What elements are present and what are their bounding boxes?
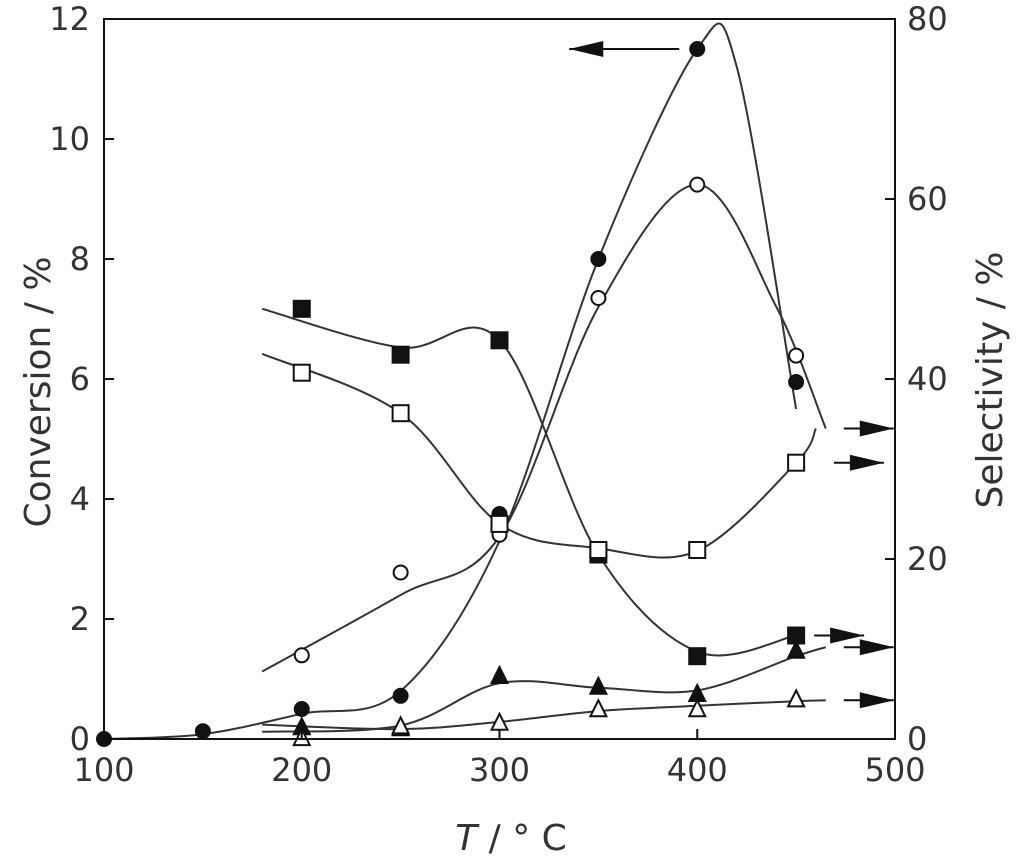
y-right-tick-label: 20	[907, 540, 948, 578]
series-open-square-point	[589, 541, 608, 559]
y-left-tick-label: 2	[70, 600, 90, 638]
series-filled-circle-point	[590, 251, 607, 267]
y-left-tick-label: 12	[49, 0, 90, 38]
series-open-triangle-point	[391, 715, 411, 735]
axes	[103, 18, 896, 740]
x-tick-label: 200	[271, 751, 332, 789]
series-open-circle-point	[392, 564, 409, 581]
y-left-tick-label: 8	[70, 240, 90, 278]
series-filled-circle-point	[392, 687, 409, 704]
series-open-square-point	[688, 541, 707, 559]
series-filled-circle-point	[293, 701, 310, 717]
y-axis-left-label: Conversion / %	[18, 256, 59, 527]
series-open-triangle-point	[687, 698, 707, 718]
series-filled-circle-curve	[103, 22, 798, 740]
series-open-circle-point	[293, 647, 310, 664]
y-right-tick-label: 80	[907, 0, 948, 38]
series-filled-circle-point	[194, 723, 211, 740]
series-open-square-point	[490, 514, 509, 533]
series-open-square-point	[391, 404, 410, 423]
series-open-triangle-point	[786, 688, 806, 708]
series-open-square-point	[787, 453, 806, 472]
series-filled-circle-point	[689, 41, 706, 57]
series-open-circle-point	[788, 347, 805, 364]
series-open-circle-point	[590, 290, 607, 306]
series-open-triangle-point	[588, 698, 608, 718]
series-filled-square-arrow-head	[830, 627, 865, 644]
x-axis-label-unit: / ° C	[477, 818, 567, 859]
x-tick-label: 300	[469, 751, 530, 789]
series-filled-square-point	[391, 345, 410, 364]
data-points	[96, 41, 806, 747]
series-filled-triangle-point	[786, 639, 806, 659]
y-right-tick-label: 40	[907, 360, 948, 398]
series-open-square-point	[292, 363, 311, 382]
plot-frame	[103, 18, 896, 740]
series-open-square-curve	[261, 352, 817, 559]
series-filled-circle-arrow-head	[569, 41, 604, 57]
series-filled-triangle-point	[588, 675, 608, 695]
series-filled-square-point	[688, 647, 707, 666]
series-filled-square-point	[490, 331, 509, 350]
series-open-triangle-curve	[262, 699, 826, 731]
axis-arrows	[569, 41, 894, 709]
y-axis-right-label: Selectivity / %	[970, 251, 1011, 508]
series-open-circle-curve	[261, 183, 827, 673]
y-left-tick-label: 10	[49, 120, 90, 158]
series-open-circle-arrow-head	[859, 420, 894, 437]
x-tick-label: 500	[864, 751, 925, 789]
series-filled-triangle-point	[489, 664, 510, 684]
series-filled-circle-point	[788, 374, 805, 390]
series-open-circle-point	[689, 176, 706, 193]
series-filled-square-curve	[261, 307, 797, 657]
y-left-tick-label: 0	[70, 720, 90, 758]
y-right-tick-label: 60	[907, 180, 948, 218]
y-right-tick-label: 0	[907, 720, 927, 758]
y-left-tick-label: 4	[70, 480, 90, 518]
series-filled-square-point	[292, 299, 311, 318]
series-filled-triangle-arrow-head	[859, 639, 894, 656]
series-curves	[103, 22, 827, 740]
x-axis-label-variable: T	[455, 818, 480, 859]
y-left-tick-label: 6	[70, 360, 90, 398]
series-open-square-arrow-head	[849, 454, 884, 471]
series-open-triangle-arrow-head	[859, 692, 894, 709]
x-tick-label: 400	[667, 751, 728, 789]
x-axis-label: T / ° C	[455, 818, 567, 859]
series-filled-triangle-curve	[262, 646, 827, 733]
x-tick-label: 100	[73, 751, 134, 789]
